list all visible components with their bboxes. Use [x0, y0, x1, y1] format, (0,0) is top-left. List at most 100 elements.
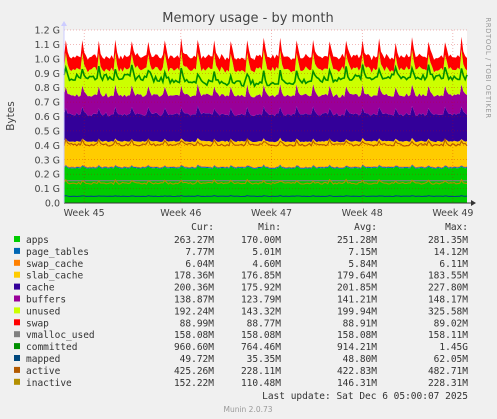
legend-swatch: [14, 236, 20, 242]
area-cache: [64, 105, 467, 143]
legend-value: 176.85M: [241, 271, 281, 282]
legend-value: 764.46M: [241, 342, 281, 353]
legend-value: 325.58M: [428, 306, 468, 317]
legend-row-swap_cache: swap_cache 6.04M 4.60M 5.84M 6.11M: [14, 259, 468, 270]
legend-value: 89.02M: [434, 318, 469, 329]
legend-name: swap_cache: [26, 259, 83, 270]
y-tick-label: 1.2 G: [35, 26, 61, 37]
legend-value: 152.22M: [174, 378, 214, 389]
legend-value: 425.26M: [174, 366, 214, 377]
legend-value: 158.08M: [174, 330, 214, 341]
legend-value: 6.11M: [439, 259, 468, 270]
legend-value: 263.27M: [174, 235, 214, 246]
legend-value: 482.71M: [428, 366, 468, 377]
legend-value: 14.12M: [434, 247, 469, 258]
legend-name: committed: [26, 342, 77, 353]
area-swap_cache: [64, 163, 467, 168]
y-tick-label: 0.8 G: [35, 83, 61, 94]
x-tick-label: Week 45: [64, 208, 105, 219]
legend-value: 110.48M: [241, 378, 281, 389]
legend-value: 7.15M: [348, 247, 377, 258]
legend-row-cache: cache 200.36M 175.92M 201.85M 227.80M: [14, 283, 468, 294]
legend-value: 227.80M: [428, 283, 468, 294]
x-tick-label: Week 49: [432, 208, 473, 219]
legend-header: Min:: [258, 222, 281, 233]
munin-version: Munin 2.0.73: [223, 405, 272, 414]
legend-value: 7.77M: [185, 247, 214, 258]
legend-value: 48.80M: [343, 354, 378, 365]
chart-title: Memory usage - by month: [162, 11, 333, 26]
y-tick-label: 0.0: [45, 199, 60, 210]
y-tick-label: 0.3 G: [35, 155, 61, 166]
legend-value: 178.36M: [174, 271, 214, 282]
legend-swatch: [14, 378, 20, 385]
legend-name: mapped: [26, 354, 60, 365]
legend-value: 148.17M: [428, 295, 468, 306]
legend-value: 138.87M: [174, 295, 214, 306]
legend-row-swap: swap 88.99M 88.77M 88.91M 89.02M: [14, 318, 468, 329]
legend-value: 281.35M: [428, 235, 468, 246]
legend-value: 228.31M: [428, 378, 468, 389]
x-axis-arrow: [471, 200, 476, 206]
legend-value: 49.72M: [180, 354, 215, 365]
legend-value: 158.08M: [337, 330, 377, 341]
y-tick-label: 0.6 G: [35, 112, 61, 123]
line-committed: [63, 64, 468, 88]
axes: 0.0 0.1 G 0.2 G 0.3 G 0.4 G 0.5 G 0.6 G 0.7 G 0.…: [35, 21, 476, 219]
legend-swatch: [14, 307, 20, 314]
legend-row-vmalloc_used: vmalloc_used 158.08M 158.08M 158.08M 158.11M: [14, 330, 468, 341]
legend-value: 5.84M: [348, 259, 377, 270]
legend-value: 62.05M: [434, 354, 469, 365]
legend-row-inactive: inactive 152.22M 110.48M 146.31M 228.31M: [14, 378, 468, 389]
line-mapped: [63, 195, 468, 198]
y-tick-label: 0.1 G: [35, 184, 61, 195]
legend-value: 175.92M: [241, 283, 281, 294]
legend-row-active: active 425.26M 228.11M 422.83M 482.71M: [14, 366, 468, 377]
y-tick-label: 1.1 G: [35, 40, 61, 51]
y-tick-label: 0.5 G: [35, 126, 61, 137]
area-slab_cache: [64, 137, 467, 168]
legend-swatch: [14, 343, 20, 350]
legend-value: 143.32M: [241, 306, 281, 317]
legend-row-committed: committed 960.60M 764.46M 914.21M 1.45G: [14, 342, 468, 353]
legend-name: slab_cache: [26, 271, 83, 282]
x-tick-label: Week 47: [251, 208, 292, 219]
legend-value: 4.60M: [252, 259, 281, 270]
legend-value: 158.08M: [241, 330, 281, 341]
y-tick-label: 0.7 G: [35, 98, 61, 109]
y-tick-label: 0.4 G: [35, 141, 61, 152]
legend-value: 141.21M: [337, 295, 377, 306]
legend-swatch: [14, 366, 20, 373]
legend-value: 158.11M: [428, 330, 468, 341]
legend-name: active: [26, 366, 61, 377]
line-inactive: [63, 178, 468, 185]
legend-value: 183.55M: [428, 271, 468, 282]
legend-name: swap: [26, 318, 49, 329]
legend: Cur: Min: Avg: Max: apps 263.27M 170.00M 251.28…: [14, 222, 468, 389]
legend-row-unused: unused 192.24M 143.32M 199.94M 325.58M: [14, 306, 468, 317]
legend-value: 88.99M: [180, 318, 215, 329]
legend-swatch: [14, 295, 20, 302]
legend-value: 88.91M: [343, 318, 378, 329]
legend-swatch: [14, 319, 20, 326]
legend-name: apps: [26, 235, 49, 246]
legend-value: 6.04M: [185, 259, 214, 270]
y-axis-label: Bytes: [5, 101, 17, 130]
legend-value: 123.79M: [241, 295, 281, 306]
legend-row-buffers: buffers 138.87M 123.79M 141.21M 148.17M: [14, 295, 468, 306]
legend-value: 88.77M: [247, 318, 282, 329]
legend-name: cache: [26, 283, 55, 294]
legend-value: 1.45G: [439, 342, 468, 353]
legend-header: Cur:: [191, 222, 214, 233]
last-update: Last update: Sat Dec 6 05:00:07 2025: [262, 391, 468, 402]
legend-value: 199.94M: [337, 306, 377, 317]
legend-value: 228.11M: [241, 366, 281, 377]
legend-value: 170.00M: [241, 235, 281, 246]
legend-value: 251.28M: [337, 235, 377, 246]
legend-value: 179.64M: [337, 271, 377, 282]
legend-value: 192.24M: [174, 306, 214, 317]
legend-row-mapped: mapped 49.72M 35.35M 48.80M 62.05M: [14, 354, 468, 365]
legend-swatch: [14, 259, 20, 266]
